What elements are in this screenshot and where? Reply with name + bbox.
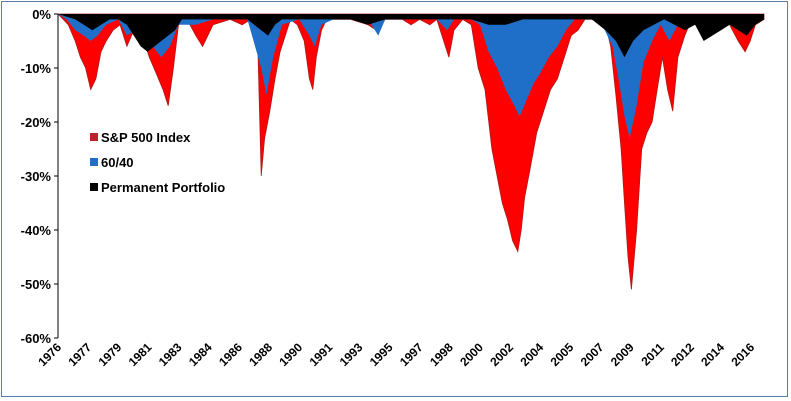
plot-areas (57, 13, 765, 290)
legend-swatch-sp500 (90, 133, 98, 141)
legend-label-6040: 60/40 (101, 155, 134, 170)
x-tick-label: 2014 (698, 340, 727, 369)
y-tick-label: -60% (21, 331, 52, 346)
x-tick-label: 2009 (608, 340, 637, 369)
y-axis-ticks: 0% -10% -20% -30% -40% -50% -60% (21, 7, 58, 346)
x-tick-label: 1977 (65, 340, 94, 369)
y-tick-label: -40% (21, 223, 52, 238)
legend-label-permanent: Permanent Portfolio (101, 180, 225, 195)
x-tick-label: 1995 (367, 340, 396, 369)
x-tick-label: 2012 (668, 340, 697, 369)
x-tick-label: 1991 (307, 340, 336, 369)
x-tick-label: 2000 (457, 340, 486, 369)
y-tick-label: -10% (21, 61, 52, 76)
x-tick-label: 2005 (548, 340, 577, 369)
x-tick-label: 1988 (246, 340, 275, 369)
x-tick-label: 1993 (337, 340, 366, 369)
x-axis-ticks: 1976 1977 1979 1981 1983 1984 1986 1988 1990 1991… (35, 340, 757, 369)
x-tick-label: 2004 (517, 340, 546, 369)
y-tick-label: -30% (21, 169, 52, 184)
x-tick-label: 2011 (638, 340, 667, 369)
x-tick-label: 2007 (578, 340, 607, 369)
x-tick-label: 1983 (156, 340, 185, 369)
legend: S&P 500 Index 60/40 Permanent Portfolio (90, 130, 225, 195)
x-tick-label: 2016 (728, 340, 757, 369)
legend-swatch-permanent (90, 183, 98, 191)
y-tick-label: -50% (21, 277, 52, 292)
x-tick-label: 1984 (186, 340, 215, 369)
x-tick-label: 1997 (397, 340, 426, 369)
drawdown-chart: 0% -10% -20% -30% -40% -50% -60% 1976 1977 1979 1… (21, 7, 765, 369)
y-tick-label: -20% (21, 115, 52, 130)
x-tick-label: 2002 (487, 340, 516, 369)
legend-swatch-6040 (90, 158, 98, 166)
legend-label-sp500: S&P 500 Index (101, 130, 191, 145)
x-tick-label: 1979 (96, 340, 125, 369)
x-tick-label: 1986 (216, 340, 245, 369)
series-area-s-p-500-index (57, 13, 765, 290)
y-tick-label: 0% (32, 7, 51, 22)
x-tick-label: 1990 (276, 340, 305, 369)
x-tick-label: 1998 (427, 340, 456, 369)
x-tick-label: 1981 (126, 340, 155, 369)
series-area-permanent-portfolio (58, 14, 764, 58)
